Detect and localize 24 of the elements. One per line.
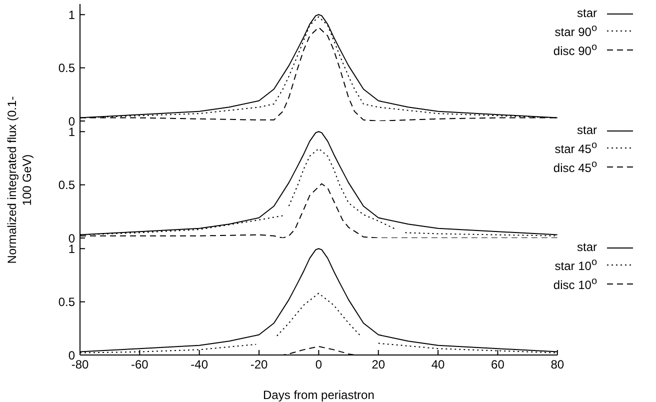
y-tick-label: 0.5 [58,178,76,192]
legend-label: star 45$^{o}$ [554,139,597,157]
x-tick-label: -20 [250,358,268,372]
y-tick-label: 0 [68,348,76,362]
y-tick-label: 0.5 [58,61,76,76]
legend-label: star [576,6,597,21]
legend-label: star [576,240,597,255]
x-tick-label: 40 [431,358,446,372]
y-axis-title: Normalized integrated flux (0.1-100 GeV) [5,94,35,264]
x-tick-label: 80 [550,358,564,372]
legend-label: disc 45$^{o}$ [553,158,597,176]
x-tick-label: 20 [372,358,386,372]
legend-label: star 10$^{o}$ [554,256,597,274]
legend-label: disc 10$^{o}$ [553,275,597,293]
x-tick-label: -40 [190,358,208,372]
x-tick-label: -60 [131,358,149,372]
x-tick-label: 0 [315,358,322,372]
legend-label: star 90$^{o}$ [554,22,597,40]
y-tick-label: 1 [68,8,76,22]
y-tick-label: 0.5 [58,295,76,310]
x-tick-label: 60 [491,358,505,372]
legend-label: star [576,123,597,138]
legend-label: disc 90$^{o}$ [553,41,597,59]
x-axis-title: Days from periastron [263,388,374,402]
